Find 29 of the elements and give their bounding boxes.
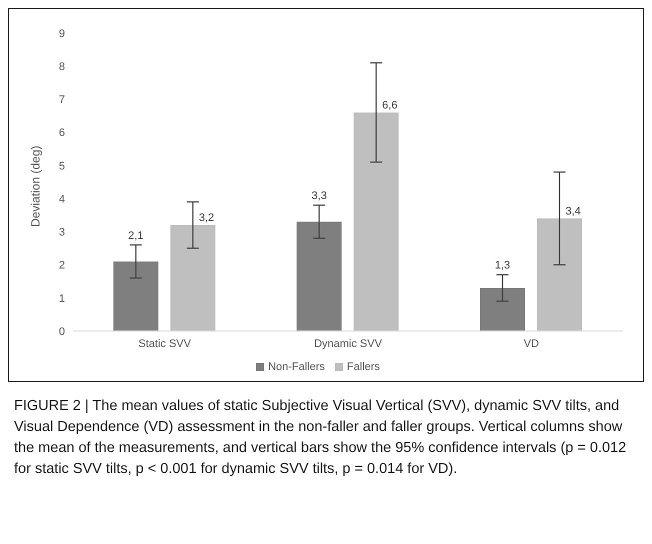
bar (296, 222, 342, 331)
y-tick-label: 3 (58, 226, 65, 239)
caption: FIGURE 2 | The mean values of static Subjective Visual Vertical (SVV), dynamic SVV tilts, and Visual Dependence (VD) assessment in the non-faller and faller groups. Vertical columns show the mean of the measurements, and vertical bars show the 95% confidence intervals (p = 0.012 for static SVV tilts, p < 0.001 for dynamic SVV tilts, p = 0.014 for VD). (13, 397, 628, 479)
legend-label: Fallers (346, 361, 380, 373)
data-label: 3,2 (198, 212, 214, 224)
data-label: 3,3 (312, 190, 327, 202)
y-tick-label: 8 (58, 61, 65, 74)
y-tick-label: 9 (58, 28, 65, 40)
y-axis-title: Deviation (deg) (28, 146, 42, 227)
bar (113, 261, 158, 331)
bar (170, 225, 216, 331)
bar (354, 112, 399, 331)
data-label: 2,1 (128, 230, 144, 242)
y-tick-label: 4 (58, 193, 65, 206)
x-tick-label: Static SVV (138, 338, 192, 350)
y-tick-label: 6 (58, 127, 65, 140)
y-tick-label: 2 (58, 260, 65, 272)
y-tick-label: 5 (58, 160, 65, 172)
y-tick-label: 1 (58, 292, 65, 305)
data-label: 6,6 (382, 99, 398, 112)
x-tick-label: Dynamic SVV (314, 338, 383, 350)
bar (480, 288, 525, 331)
bar (537, 218, 582, 331)
y-tick-label: 7 (58, 94, 65, 106)
data-label: 3,4 (566, 205, 581, 218)
data-label: 1,3 (494, 260, 510, 272)
y-tick-label: 0 (58, 326, 65, 338)
legend-label: Non-Fallers (268, 361, 325, 373)
x-tick-label: VD (524, 338, 540, 350)
